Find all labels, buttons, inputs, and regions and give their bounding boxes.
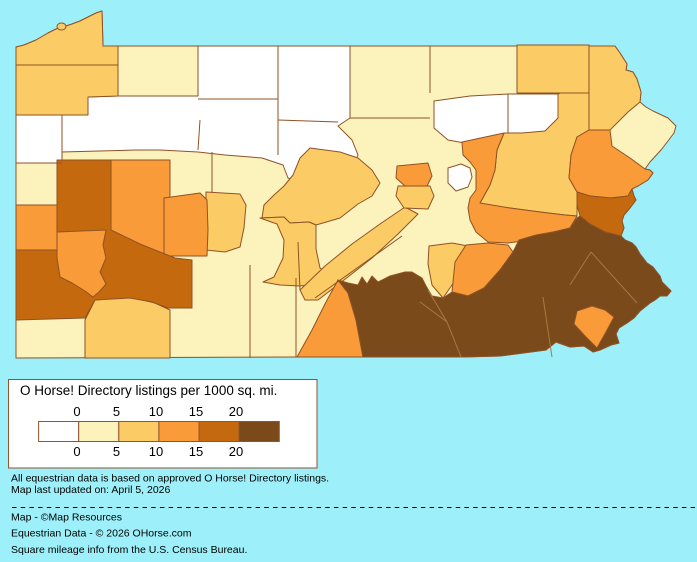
svg-text:5: 5 xyxy=(113,444,120,459)
svg-text:20: 20 xyxy=(229,444,243,459)
svg-text:Square mileage info from the U: Square mileage info from the U.S. Census… xyxy=(11,544,247,556)
svg-text:20: 20 xyxy=(229,404,243,419)
svg-text:10: 10 xyxy=(149,404,163,419)
svg-text:O Horse! Directory listings pe: O Horse! Directory listings per 1000 sq.… xyxy=(20,383,277,398)
svg-text:15: 15 xyxy=(189,444,203,459)
svg-text:0: 0 xyxy=(73,444,80,459)
svg-text:15: 15 xyxy=(189,404,203,419)
svg-text:Equestrian Data - © 2026 OHors: Equestrian Data - © 2026 OHorse.com xyxy=(11,528,192,540)
svg-text:All equestrian data is based o: All equestrian data is based on approved… xyxy=(11,472,329,484)
svg-text:0: 0 xyxy=(73,404,80,419)
svg-text:10: 10 xyxy=(149,444,163,459)
svg-text:Map last updated on: April 5,: Map last updated on: April 5, 2026 xyxy=(11,484,171,496)
svg-text:5: 5 xyxy=(113,404,120,419)
svg-text:Map - ©Map Resources: Map - ©Map Resources xyxy=(11,512,122,524)
